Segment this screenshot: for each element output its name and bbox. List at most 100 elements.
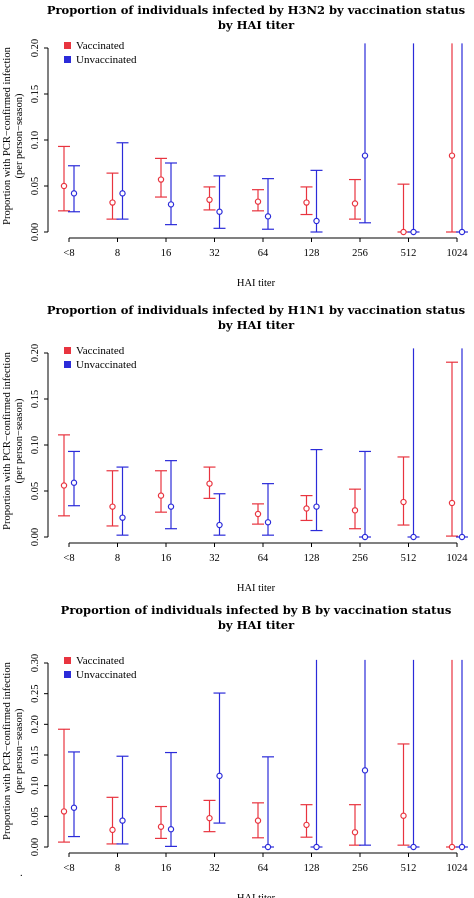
vaccinated-point [400,812,407,819]
x-tick-label: 8 [115,248,120,259]
vaccinated-point [448,152,456,159]
unvaccinated-point [70,479,78,486]
chart-h1n1: Proportion of individuals infected by H1… [2,303,468,594]
vaccinated-point [109,826,116,834]
legend-swatch-vaccinated [64,657,71,664]
chart-title: Proportion of individuals infected by B … [61,603,452,617]
vaccinated-point [351,200,359,207]
vaccinated-point [400,228,407,236]
vaccinated-point [303,821,310,829]
unvaccinated-point [458,533,466,541]
vaccinated-point [254,510,262,518]
legend-label-vaccinated: Vaccinated [76,40,125,52]
unvaccinated-point [410,228,417,236]
x-tick-label: 64 [258,248,269,259]
x-tick-label: <8 [63,248,74,259]
vaccinated-point [206,814,213,822]
y-tick-label: 0.25 [30,684,41,702]
unvaccinated-point [313,843,320,851]
legend-swatch-vaccinated [64,347,71,354]
unvaccinated-point [264,519,272,526]
y-tick-label: 0.20 [30,715,41,733]
chart-title: Proportion of individuals infected by H1… [47,303,465,317]
x-tick-label: 1024 [447,863,469,874]
x-tick-label: 128 [304,553,320,564]
legend-swatch-vaccinated [64,42,71,49]
x-tick-label: <8 [63,553,74,564]
y-tick-label: 0.05 [30,177,41,195]
unvaccinated-point [216,208,223,215]
vaccinated-point [157,823,165,830]
x-tick-label: 256 [352,248,368,259]
x-tick-label: 1024 [447,248,469,259]
y-tick-label: 0.00 [30,528,41,546]
x-tick-label: 512 [401,863,417,874]
legend-label-vaccinated: Vaccinated [76,655,125,667]
unvaccinated-point [458,228,466,236]
vaccinated-point [109,503,116,510]
unvaccinated-point [313,217,320,225]
x-axis-label: HAI titer [237,583,276,594]
vaccinated-point [254,817,262,824]
x-tick-label: 16 [161,248,172,259]
unvaccinated-point [264,213,272,220]
x-axis-label: HAI titer [237,893,276,898]
unvaccinated-point [216,521,223,529]
vaccinated-point [60,482,68,489]
legend-swatch-unvaccinated [64,361,71,368]
y-axis-label-sub: (per person−season) [14,398,25,483]
legend-swatch-unvaccinated [64,671,71,678]
y-axis-label: Proportion with PCR−confirmed infection [2,46,13,224]
vaccinated-point [60,182,68,190]
y-tick-label: 0.10 [30,776,41,794]
y-tick-label: 0.15 [30,746,41,764]
x-tick-label: 8 [115,863,120,874]
unvaccinated-point [167,503,175,510]
legend-label-unvaccinated: Unvaccinated [76,359,137,371]
vaccinated-point [400,498,407,506]
legend-label-unvaccinated: Unvaccinated [76,669,137,681]
x-tick-label: 128 [304,248,320,259]
x-tick-label: 256 [352,863,368,874]
y-axis-label: Proportion with PCR−confirmed infection [2,661,13,839]
chart-h3n2: Proportion of individuals infected by H3… [2,3,468,289]
vaccinated-point [303,199,310,206]
x-tick-label: 64 [258,863,269,874]
vaccinated-point [351,829,359,836]
legend-label-unvaccinated: Unvaccinated [76,54,137,66]
vaccinated-point [254,198,262,205]
y-tick-label: 0.10 [30,436,41,454]
y-tick-label: 0.20 [30,39,41,57]
vaccinated-point [448,499,456,507]
y-tick-label: 0.00 [30,838,41,856]
unvaccinated-point [361,152,369,159]
chart-b: Proportion of individuals infected by B … [2,603,468,898]
unvaccinated-point [410,843,417,851]
chart-subtitle: by HAI titer [218,618,295,632]
y-tick-label: 0.20 [30,344,41,362]
unvaccinated-point [70,804,78,811]
unvaccinated-point [119,817,126,824]
y-tick-label: 0.05 [30,482,41,500]
y-tick-label: 0.00 [30,223,41,241]
unvaccinated-point [410,533,417,541]
x-tick-label: 16 [161,553,172,564]
unvaccinated-point [361,767,369,774]
y-axis-label-sub: (per person−season) [14,708,25,793]
unvaccinated-point [361,533,369,541]
legend-swatch-unvaccinated [64,56,71,63]
unvaccinated-point [216,772,223,780]
vaccinated-point [157,176,165,183]
vaccinated-point [303,505,310,512]
x-tick-label: 1024 [447,553,469,564]
x-tick-label: 32 [209,863,220,874]
chart-subtitle: by HAI titer [218,18,295,32]
x-axis-label: HAI titer [237,278,276,289]
vaccinated-point [157,492,165,499]
y-tick-label: 0.30 [30,654,41,672]
chart-title: Proportion of individuals infected by H3… [47,3,465,17]
x-tick-label: 256 [352,553,368,564]
y-tick-label: 0.10 [30,131,41,149]
unvaccinated-point [167,201,175,208]
